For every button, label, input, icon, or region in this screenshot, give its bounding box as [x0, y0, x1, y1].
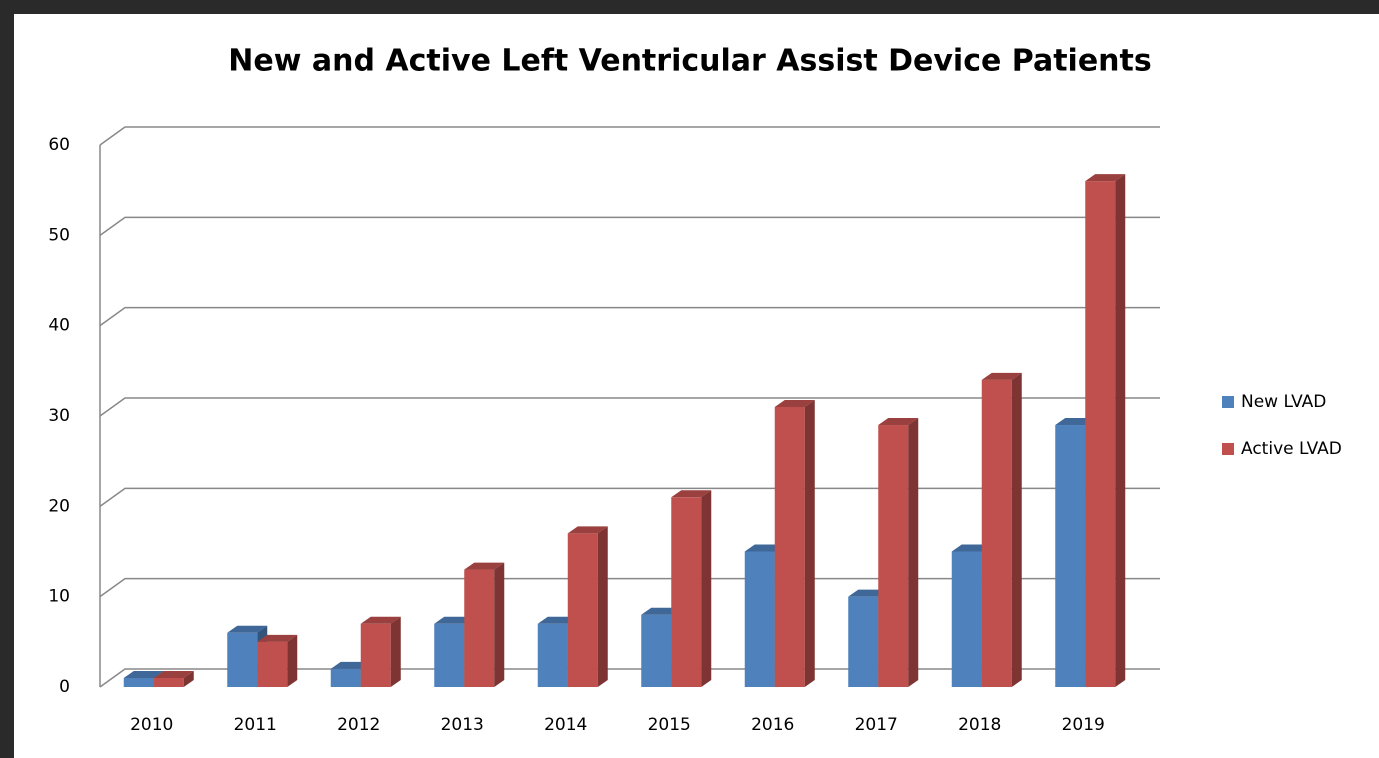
- bar: [153, 670, 194, 687]
- x-tick-label: 2013: [441, 715, 484, 735]
- x-tick-label: 2015: [648, 715, 691, 735]
- bar-top: [878, 418, 919, 426]
- grid-line: [99, 397, 1160, 417]
- bar-top: [464, 562, 505, 570]
- grid-line: [99, 668, 1160, 688]
- legend-swatch: [1222, 396, 1234, 408]
- bar-front: [330, 668, 361, 687]
- bar-side: [908, 418, 919, 687]
- x-tick-label: 2017: [855, 715, 898, 735]
- bar-front: [464, 569, 495, 687]
- bar: [1085, 174, 1126, 688]
- bar-top: [123, 670, 164, 678]
- bar-front: [951, 551, 982, 687]
- bar: [878, 418, 919, 687]
- bar-top: [774, 399, 815, 407]
- bar-front: [537, 623, 568, 687]
- chart-title: New and Active Left Ventricular Assist D…: [228, 44, 1151, 79]
- y-tick-label: 30: [48, 406, 70, 426]
- bar-side: [1115, 174, 1126, 688]
- x-tick-label: 2018: [958, 715, 1001, 735]
- bar: [360, 616, 401, 687]
- x-tick-label: 2010: [130, 715, 173, 735]
- bar-front: [774, 406, 805, 687]
- x-tick-label: 2011: [234, 715, 277, 735]
- bar-front: [848, 596, 879, 687]
- bar-top: [671, 490, 712, 498]
- bar-front: [641, 614, 672, 687]
- bar-side: [287, 634, 298, 687]
- bar: [567, 526, 608, 687]
- bar: [981, 372, 1022, 687]
- bar-front: [123, 677, 154, 687]
- bar-top: [1085, 174, 1126, 182]
- bar-front: [1085, 181, 1116, 687]
- legend-swatch: [1222, 443, 1234, 455]
- grid-line: [99, 126, 1160, 146]
- bar-front: [671, 497, 702, 687]
- bar-front: [567, 533, 598, 687]
- bar: [257, 634, 298, 687]
- x-tick-label: 2019: [1062, 715, 1105, 735]
- y-tick-label: 40: [48, 316, 70, 336]
- bar-side: [1011, 372, 1022, 687]
- bar-front: [257, 641, 288, 687]
- bar-front: [878, 425, 909, 687]
- bar: [671, 490, 712, 687]
- bar-front: [1055, 425, 1086, 687]
- bar-front: [434, 623, 465, 687]
- legend-label: Active LVAD: [1241, 439, 1342, 459]
- grid-line: [99, 306, 1160, 327]
- bar-side: [494, 562, 505, 687]
- x-tick-label: 2016: [751, 715, 794, 735]
- legend-label: New LVAD: [1241, 392, 1326, 412]
- bar-side: [701, 490, 712, 687]
- bar-front: [227, 632, 258, 687]
- bar-front: [360, 623, 391, 687]
- x-tick-label: 2012: [337, 715, 380, 735]
- y-tick-label: 50: [48, 225, 70, 245]
- bar: [464, 562, 505, 687]
- bar-front: [981, 379, 1012, 687]
- y-tick-label: 0: [59, 677, 70, 697]
- bar-top: [257, 634, 298, 642]
- bar-side: [804, 399, 815, 687]
- bar-front: [153, 677, 184, 687]
- y-tick-label: 10: [48, 587, 70, 607]
- bar-side: [390, 616, 401, 687]
- bar-top: [567, 526, 608, 534]
- grid-line: [99, 487, 1160, 507]
- bar-top: [360, 616, 401, 624]
- bar-side: [597, 526, 608, 687]
- x-tick-label: 2014: [544, 715, 587, 735]
- bar-side: [183, 670, 194, 687]
- bar-top: [981, 372, 1022, 380]
- bar: [774, 399, 815, 687]
- bar-top: [153, 670, 194, 678]
- bar-top: [227, 625, 268, 633]
- y-tick-label: 20: [48, 496, 70, 516]
- bar-front: [744, 551, 775, 687]
- grid-line: [99, 577, 1160, 598]
- grid-line: [99, 216, 1160, 236]
- y-tick-label: 60: [48, 135, 70, 155]
